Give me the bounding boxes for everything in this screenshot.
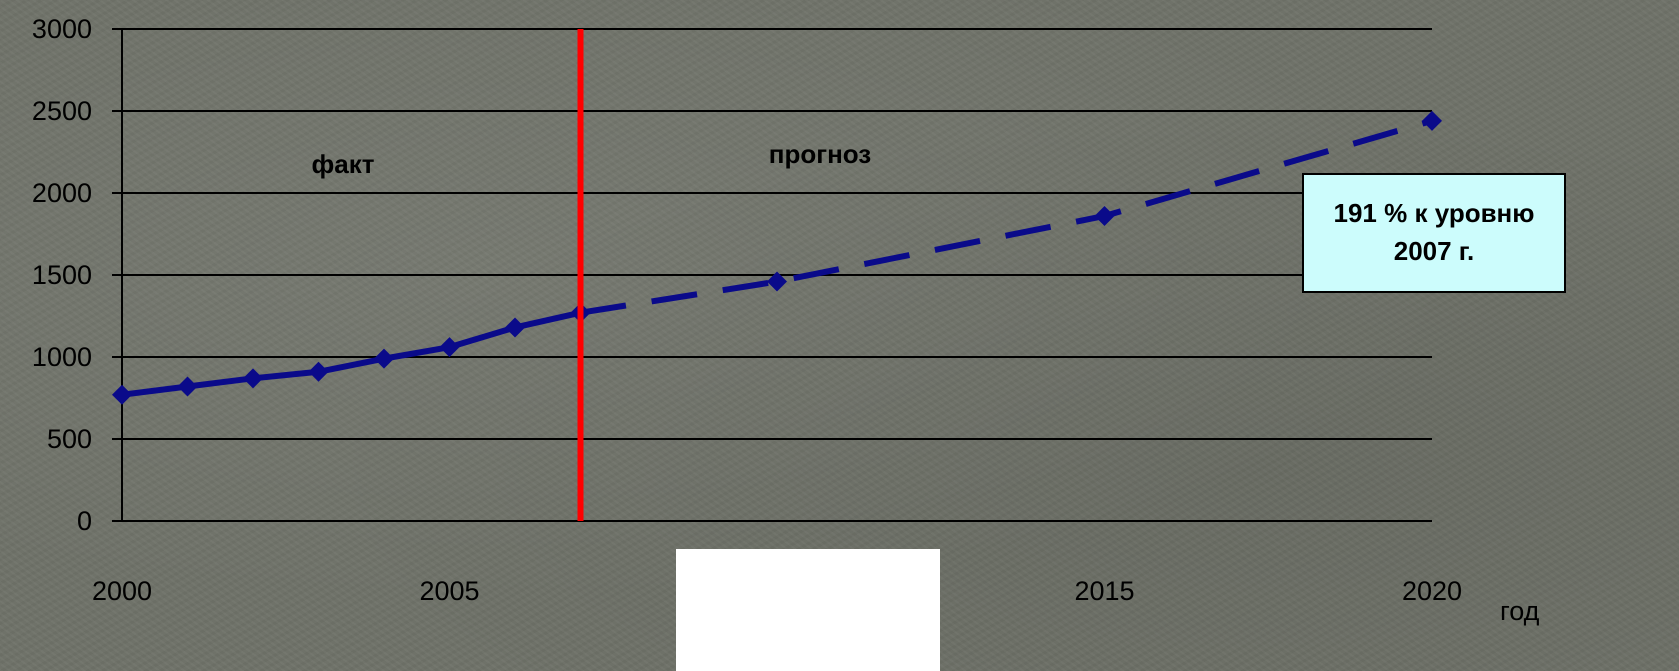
data-point-marker [243,368,263,389]
data-point-marker [1094,205,1115,226]
annotation-line-1: 191 % к уровню [1333,198,1535,229]
data-point-marker [112,384,132,405]
y-tick-label: 1500 [32,260,92,290]
x-tick-label: 2015 [1074,576,1134,606]
y-tick-label: 2000 [32,178,92,208]
y-tick-labels: 0 500 1000 1500 2000 2500 3000 [32,14,92,536]
growth-annotation: 191 % к уровню 2007 г. [1302,173,1566,293]
y-tick-label: 2500 [32,96,92,126]
x-axis-title: год [1500,596,1540,626]
annotation-line-2: 2007 г. [1393,236,1475,266]
data-point-marker [308,361,329,382]
x-tick-label: 2005 [419,576,479,606]
data-point-marker [374,348,394,369]
x-tick-labels: 2000 2005 2015 2020 год [92,576,1540,626]
y-tick-label: 3000 [32,14,92,44]
data-point-marker [439,337,460,358]
data-point-marker [505,317,525,338]
y-tick-label: 500 [47,424,92,454]
data-point-marker [177,376,198,397]
label-forecast: прогноз [769,139,872,169]
y-tick-label: 1000 [32,342,92,372]
y-tick-label: 0 [77,506,92,536]
data-point-marker [767,271,787,292]
blank-label-cover [676,549,940,671]
series-line-solid [121,309,582,398]
axes [112,28,1432,522]
x-tick-label: 2020 [1402,576,1462,606]
data-point-marker [1422,110,1442,131]
series-line-dashed [580,117,1433,316]
series-lines [112,110,1442,405]
label-fact: факт [312,149,375,179]
region-labels: факт прогноз [312,139,872,179]
x-tick-label: 2000 [92,576,152,606]
